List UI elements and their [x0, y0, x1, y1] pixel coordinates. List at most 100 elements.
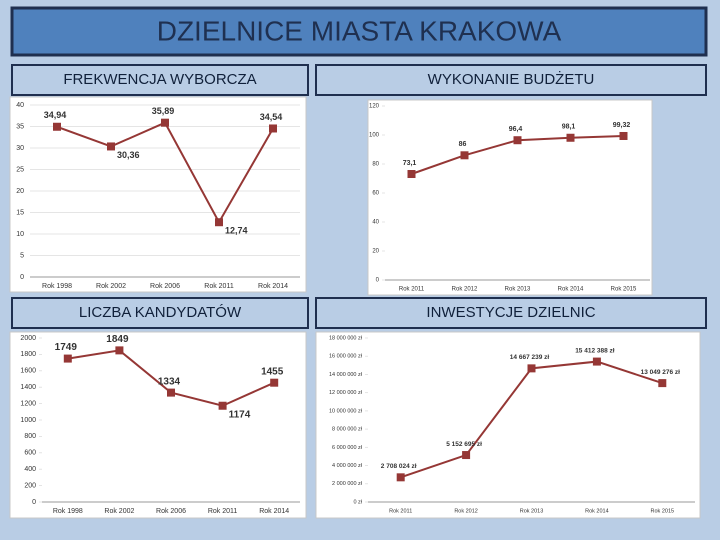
x-tick-label: Rok 2011: [389, 508, 412, 514]
data-point: [270, 378, 279, 387]
data-point: [527, 364, 536, 373]
x-tick-label: Rok 2015: [651, 508, 675, 514]
x-tick-label: Rok 1998: [53, 508, 83, 515]
data-label: 34,54: [260, 112, 283, 122]
y-tick-label: 800: [24, 433, 36, 440]
y-tick-label: 1600: [20, 368, 36, 375]
x-tick-label: Rok 2014: [258, 283, 288, 290]
y-tick-label: 6 000 000 zł: [332, 445, 363, 451]
data-label: 13 049 276 zł: [641, 369, 681, 376]
y-tick-label: 40: [16, 102, 24, 109]
y-tick-label: 200: [24, 482, 36, 489]
data-point: [462, 451, 471, 460]
y-tick-label: 2000: [20, 335, 36, 342]
data-point: [167, 388, 175, 397]
data-label: 12,74: [225, 226, 248, 236]
x-tick-label: Rok 2015: [611, 287, 637, 293]
data-point: [396, 473, 405, 482]
x-tick-label: Rok 2006: [156, 508, 186, 515]
data-point: [115, 346, 124, 355]
y-tick-label: 15: [16, 209, 24, 216]
y-tick-label: 12 000 000 zł: [329, 390, 363, 396]
data-label: 99,32: [613, 122, 631, 129]
x-tick-label: Rok 2011: [208, 508, 238, 515]
data-label: 98,1: [562, 124, 576, 131]
y-tick-label: 600: [24, 450, 36, 457]
y-tick-label: 40: [372, 220, 379, 226]
y-tick-label: 10: [16, 231, 24, 238]
y-tick-label: 4 000 000 zł: [332, 463, 363, 469]
y-tick-label: 20: [372, 249, 379, 255]
data-label: 1849: [106, 334, 129, 345]
x-tick-label: Rok 2002: [96, 283, 126, 290]
y-tick-label: 60: [372, 191, 379, 197]
data-point: [218, 401, 227, 410]
chart-panel: [315, 331, 701, 519]
data-point: [161, 118, 169, 127]
data-label: 2 708 024 zł: [381, 463, 417, 470]
data-point: [107, 142, 115, 151]
y-tick-label: 1800: [20, 351, 36, 358]
x-tick-label: Rok 2011: [399, 287, 425, 293]
slide-title: DZIELNICE MIASTA KRAKOWA: [157, 15, 562, 46]
data-label: 5 152 695 zł: [446, 441, 482, 448]
y-tick-label: 1200: [20, 400, 36, 407]
chart-title: LICZBA KANDYDATÓW: [79, 304, 242, 321]
x-tick-label: Rok 2014: [558, 287, 584, 293]
data-label: 1174: [229, 409, 251, 420]
y-tick-label: 18 000 000 zł: [329, 335, 363, 341]
x-tick-label: Rok 2014: [259, 508, 289, 515]
data-point: [215, 218, 223, 227]
chart-panel: [9, 331, 307, 519]
data-point: [619, 131, 628, 140]
y-tick-label: 14 000 000 zł: [329, 372, 363, 378]
x-tick-label: Rok 1998: [42, 283, 72, 290]
data-label: 1749: [55, 342, 78, 353]
y-tick-label: 400: [24, 466, 36, 473]
data-label: 73,1: [403, 160, 417, 167]
chart-header: [11, 64, 309, 96]
data-point: [460, 151, 469, 160]
y-tick-label: 25: [16, 166, 24, 173]
chart-header: [315, 64, 707, 96]
y-tick-label: 1000: [20, 417, 36, 424]
data-point: [63, 354, 72, 363]
y-tick-label: 100: [369, 133, 380, 139]
chart-header: [315, 297, 707, 329]
data-point: [53, 122, 61, 131]
y-tick-label: 8 000 000 zł: [332, 427, 363, 433]
y-tick-label: 0: [376, 278, 380, 284]
y-tick-label: 0: [32, 499, 36, 506]
data-point: [592, 357, 601, 366]
x-tick-label: Rok 2012: [452, 287, 478, 293]
x-tick-label: Rok 2002: [104, 508, 134, 515]
x-tick-label: Rok 2013: [520, 508, 544, 514]
y-tick-label: 80: [372, 162, 379, 168]
x-tick-label: Rok 2014: [585, 508, 609, 514]
y-tick-label: 30: [16, 145, 24, 152]
chart-title: FREKWENCJA WYBORCZA: [63, 71, 256, 88]
data-label: 1334: [158, 376, 181, 387]
y-tick-label: 0 zł: [353, 499, 362, 505]
data-label: 96,4: [509, 126, 523, 133]
x-tick-label: Rok 2006: [150, 283, 180, 290]
x-tick-label: Rok 2011: [204, 283, 234, 290]
x-tick-label: Rok 2012: [454, 508, 478, 514]
x-tick-label: Rok 2013: [505, 287, 531, 293]
chart-header: [11, 297, 309, 329]
y-tick-label: 5: [20, 252, 24, 259]
y-tick-label: 10 000 000 zł: [329, 408, 363, 414]
data-label: 15 412 388 zł: [575, 347, 615, 354]
data-point: [513, 136, 522, 145]
y-tick-label: 2 000 000 zł: [332, 481, 363, 487]
data-point: [269, 124, 277, 133]
data-label: 30,36: [117, 150, 140, 160]
y-tick-label: 16 000 000 zł: [329, 354, 363, 360]
title-box: [10, 6, 708, 57]
y-tick-label: 120: [369, 104, 380, 110]
y-tick-label: 1400: [20, 384, 36, 391]
y-tick-label: 20: [16, 188, 24, 195]
y-tick-label: 35: [16, 123, 24, 130]
chart-panel: [367, 99, 653, 296]
